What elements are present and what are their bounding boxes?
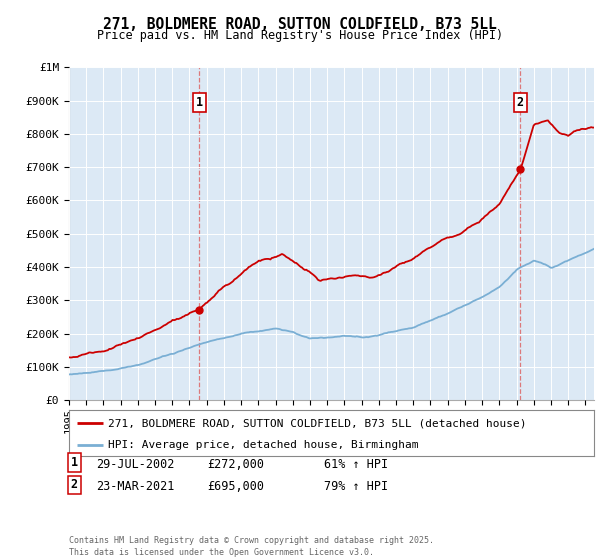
Text: 61% ↑ HPI: 61% ↑ HPI (324, 458, 388, 470)
Text: 271, BOLDMERE ROAD, SUTTON COLDFIELD, B73 5LL: 271, BOLDMERE ROAD, SUTTON COLDFIELD, B7… (103, 17, 497, 32)
Text: 79% ↑ HPI: 79% ↑ HPI (324, 480, 388, 493)
Text: HPI: Average price, detached house, Birmingham: HPI: Average price, detached house, Birm… (109, 440, 419, 450)
Text: 2: 2 (517, 96, 524, 109)
Text: 271, BOLDMERE ROAD, SUTTON COLDFIELD, B73 5LL (detached house): 271, BOLDMERE ROAD, SUTTON COLDFIELD, B7… (109, 418, 527, 428)
Text: £272,000: £272,000 (207, 458, 264, 470)
Text: Contains HM Land Registry data © Crown copyright and database right 2025.
This d: Contains HM Land Registry data © Crown c… (69, 536, 434, 557)
Text: £695,000: £695,000 (207, 480, 264, 493)
Text: 29-JUL-2002: 29-JUL-2002 (96, 458, 175, 470)
Text: 1: 1 (71, 456, 78, 469)
Text: 23-MAR-2021: 23-MAR-2021 (96, 480, 175, 493)
Text: 1: 1 (196, 96, 203, 109)
Text: 2: 2 (71, 478, 78, 491)
Text: Price paid vs. HM Land Registry's House Price Index (HPI): Price paid vs. HM Land Registry's House … (97, 29, 503, 42)
